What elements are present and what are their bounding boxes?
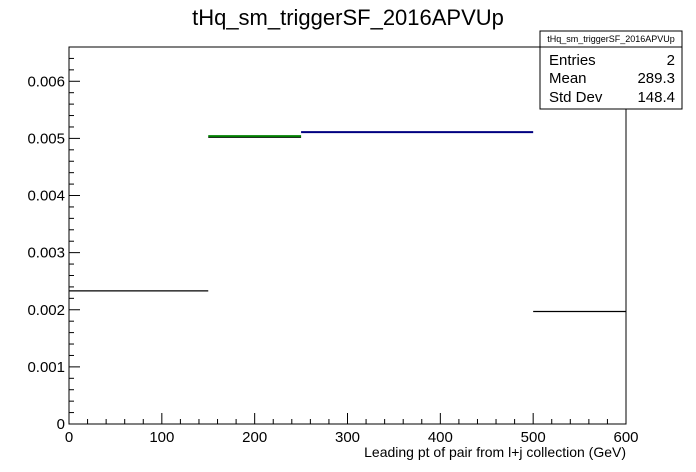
- x-tick-label: 100: [149, 429, 174, 446]
- x-tick-label: 400: [428, 429, 453, 446]
- x-tick-label: 0: [65, 429, 73, 446]
- stats-mean-value: 289.3: [637, 70, 675, 87]
- y-tick-label: 0.002: [27, 302, 65, 319]
- stats-box-title: tHq_sm_triggerSF_2016APVUp: [547, 34, 675, 44]
- stats-entries-value: 2: [667, 52, 675, 69]
- y-tick-label: 0.005: [27, 130, 65, 147]
- chart-title: tHq_sm_triggerSF_2016APVUp: [192, 5, 504, 30]
- y-tick-label: 0.003: [27, 245, 65, 262]
- x-tick-label: 500: [521, 429, 546, 446]
- x-axis: 0 100 200 300 400 500 600: [65, 413, 639, 446]
- stats-box-frame: [539, 30, 683, 110]
- y-tick-label: 0.001: [27, 359, 65, 376]
- histogram-bins: [69, 131, 626, 313]
- x-tick-label: 600: [613, 429, 638, 446]
- y-axis: 0 0.001 0.002 0.003 0.004 0.005 0.006: [27, 46, 80, 433]
- y-tick-label: 0.004: [27, 188, 65, 205]
- x-axis-title: Leading pt of pair from l+j collection (…: [364, 444, 626, 460]
- x-tick-label: 300: [335, 429, 360, 446]
- x-tick-label: 200: [242, 429, 267, 446]
- stats-box: tHq_sm_triggerSF_2016APVUp Entries 2 Mea…: [539, 30, 683, 110]
- stats-entries-label: Entries: [549, 52, 596, 69]
- stats-mean-label: Mean: [549, 70, 587, 87]
- y-tick-label: 0.006: [27, 73, 65, 90]
- y-tick-label: 0: [57, 416, 65, 433]
- stats-stddev-label: Std Dev: [549, 89, 603, 106]
- stats-stddev-value: 148.4: [637, 89, 675, 106]
